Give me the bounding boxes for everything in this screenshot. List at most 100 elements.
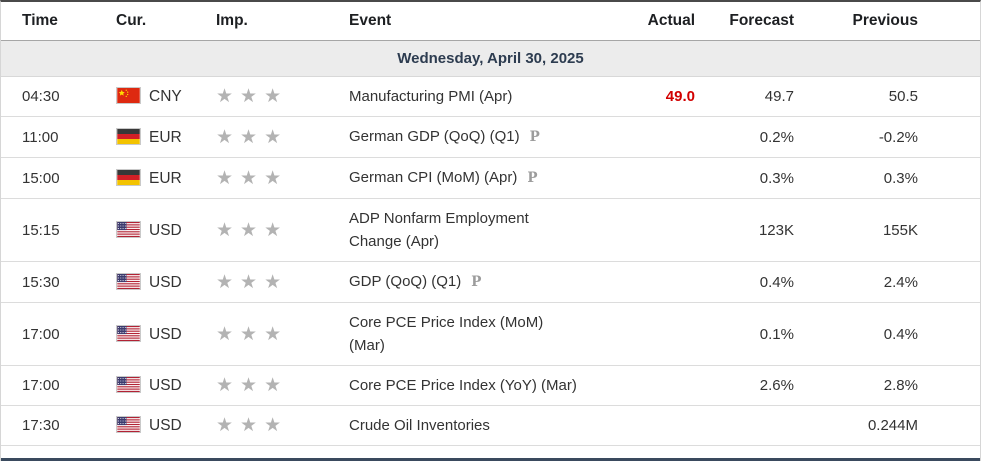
event-row[interactable]: 11:00 EUR ★ ★ ★ German GDP (QoQ) (Q1) P 0.2… <box>1 116 980 158</box>
event-row[interactable]: 15:15 USD ★ ★ ★ ADP Nonfarm Employment Cha… <box>1 198 980 262</box>
event-row[interactable]: 04:30 CNY ★ ★ ★ Manufacturing PMI (Apr) 49… <box>1 76 980 117</box>
flag-de-icon <box>116 168 141 186</box>
star-icon: ★ <box>264 126 282 148</box>
star-icon: ★ <box>264 167 282 189</box>
column-header-previous: Previous <box>852 12 918 29</box>
actual-value <box>626 198 701 262</box>
event-name[interactable]: ADP Nonfarm Employment Change (Apr) <box>349 210 529 250</box>
column-header-forecast: Forecast <box>729 12 794 29</box>
currency-code: USD <box>149 221 182 239</box>
importance-stars: ★ ★ ★ <box>196 302 331 366</box>
star-icon: ★ <box>264 271 282 293</box>
star-icon: ★ <box>240 375 258 396</box>
event-name[interactable]: Core PCE Price Index (MoM) (Mar) <box>349 314 544 354</box>
forecast-value: 0.2% <box>701 116 801 158</box>
event-name[interactable]: German GDP (QoQ) (Q1) <box>349 128 520 145</box>
star-icon: ★ <box>216 323 234 345</box>
event-currency: USD <box>96 198 196 262</box>
column-header-event: Event <box>349 12 392 29</box>
event-row[interactable]: 17:00 USD ★ ★ ★ Core PCE Price Index (YoY)… <box>1 365 980 406</box>
star-icon: ★ <box>240 86 258 107</box>
previous-value: -0.2% <box>801 116 980 158</box>
star-icon: ★ <box>240 167 258 189</box>
preliminary-icon: P <box>529 129 540 145</box>
star-icon: ★ <box>264 323 282 345</box>
flag-us-icon <box>116 324 141 342</box>
preliminary-icon: P <box>527 170 538 186</box>
star-icon: ★ <box>264 375 282 396</box>
event-name[interactable]: GDP (QoQ) (Q1) <box>349 273 462 290</box>
star-icon: ★ <box>264 219 282 241</box>
flag-us-icon <box>116 376 141 393</box>
currency-code: USD <box>149 325 182 343</box>
forecast-value: 0.3% <box>701 157 801 199</box>
event-cell: GDP (QoQ) (Q1) P <box>349 270 577 294</box>
actual-value <box>626 261 701 303</box>
event-name[interactable]: Core PCE Price Index (YoY) (Mar) <box>349 377 577 394</box>
event-row[interactable]: 15:00 EUR ★ ★ ★ German CPI (MoM) (Apr) P 0.… <box>1 157 980 199</box>
next-section-divider <box>1 458 980 461</box>
event-name[interactable]: German CPI (MoM) (Apr) <box>349 169 518 186</box>
event-row[interactable]: 15:30 USD ★ ★ ★ GDP (QoQ) (Q1) P 0.4% 2.4% <box>1 261 980 303</box>
date-separator-row: Wednesday, April 30, 2025 <box>1 40 980 77</box>
flag-cn-icon <box>116 87 141 104</box>
importance-stars: ★ ★ ★ <box>196 116 331 158</box>
currency-code: EUR <box>149 169 182 187</box>
flag-us-icon <box>116 272 141 290</box>
star-icon: ★ <box>216 86 234 107</box>
event-currency: CNY <box>96 76 196 117</box>
event-time: 15:30 <box>1 261 96 303</box>
actual-value <box>626 365 701 406</box>
event-cell: German GDP (QoQ) (Q1) P <box>349 125 577 149</box>
event-time: 15:15 <box>1 198 96 262</box>
column-header-currency: Cur. <box>116 12 147 29</box>
preliminary-icon: P <box>471 274 482 290</box>
event-currency: USD <box>96 261 196 303</box>
previous-value: 0.4% <box>801 302 980 366</box>
currency-code: USD <box>149 417 182 434</box>
date-label: Wednesday, April 30, 2025 <box>1 40 980 77</box>
event-currency: USD <box>96 405 196 446</box>
event-time: 17:00 <box>1 365 96 406</box>
star-icon: ★ <box>240 219 258 241</box>
star-icon: ★ <box>240 323 258 345</box>
previous-value: 2.8% <box>801 365 980 406</box>
event-cell: Core PCE Price Index (YoY) (Mar) <box>349 374 577 397</box>
event-name[interactable]: Crude Oil Inventories <box>349 417 490 434</box>
star-icon: ★ <box>216 375 234 396</box>
column-header-time: Time <box>22 12 58 29</box>
flag-us-icon <box>116 416 141 433</box>
actual-value <box>626 116 701 158</box>
forecast-value: 0.4% <box>701 261 801 303</box>
event-row[interactable]: 17:30 USD ★ ★ ★ Crude Oil Inventories 0.24… <box>1 405 980 446</box>
column-header-row: Time Cur. Imp. Event Actual Forecast Pre… <box>1 2 980 41</box>
event-row[interactable]: 17:00 USD ★ ★ ★ Core PCE Price Index (MoM)… <box>1 302 980 366</box>
forecast-value: 123K <box>701 198 801 262</box>
importance-stars: ★ ★ ★ <box>196 365 331 406</box>
star-icon: ★ <box>240 126 258 148</box>
economic-calendar-table: Time Cur. Imp. Event Actual Forecast Pre… <box>1 2 980 446</box>
actual-value <box>626 302 701 366</box>
event-cell: Core PCE Price Index (MoM) (Mar) <box>349 311 577 357</box>
star-icon: ★ <box>216 167 234 189</box>
star-icon: ★ <box>216 415 234 436</box>
previous-value: 0.244M <box>801 405 980 446</box>
flag-us-icon <box>116 220 141 238</box>
event-name[interactable]: Manufacturing PMI (Apr) <box>349 88 513 105</box>
previous-value: 155K <box>801 198 980 262</box>
currency-code: USD <box>149 377 182 394</box>
currency-code: EUR <box>149 128 182 146</box>
previous-value: 0.3% <box>801 157 980 199</box>
event-cell: ADP Nonfarm Employment Change (Apr) <box>349 207 577 253</box>
column-header-actual: Actual <box>647 12 695 29</box>
importance-stars: ★ ★ ★ <box>196 261 331 303</box>
currency-code: USD <box>149 273 182 291</box>
event-time: 04:30 <box>1 76 96 117</box>
column-header-importance: Imp. <box>216 12 248 29</box>
importance-stars: ★ ★ ★ <box>196 76 331 117</box>
forecast-value: 49.7 <box>701 76 801 117</box>
actual-value <box>626 157 701 199</box>
actual-value <box>626 405 701 446</box>
star-icon: ★ <box>216 219 234 241</box>
previous-value: 2.4% <box>801 261 980 303</box>
